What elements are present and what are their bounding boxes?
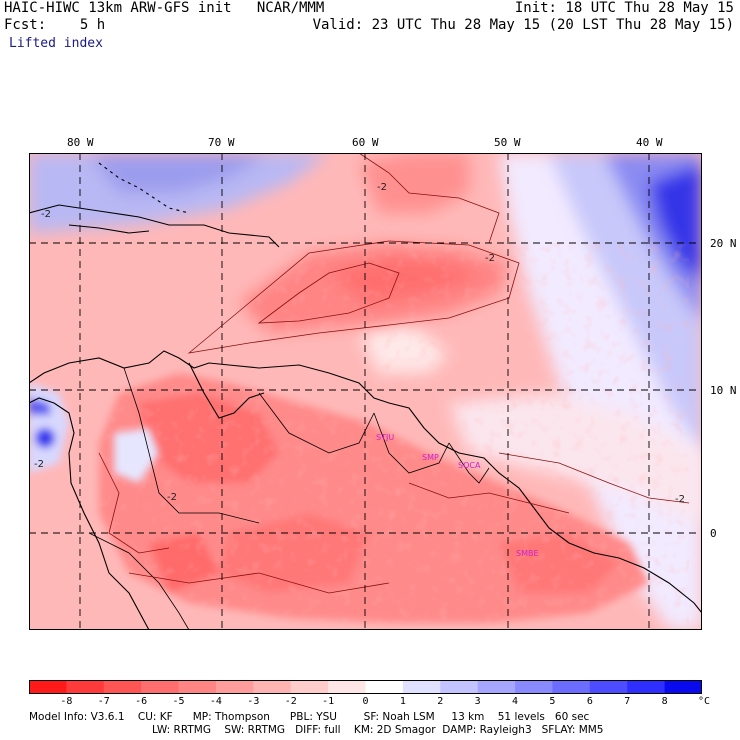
valid-time: Valid: 23 UTC Thu 28 May 15 (20 LST Thu … [312,17,734,33]
contour-label: -2 [167,492,177,503]
colorbar-tick-label: 5 [549,696,556,707]
colorbar-tick-label: 3 [474,696,481,707]
bahamas-coast [98,162,190,214]
border-guyana [373,412,450,474]
colorbar-cell [515,680,553,694]
coastlines [29,162,702,630]
colorbar-cell [66,680,105,694]
colorbar-cell [627,680,666,694]
colorbar-tick-label: -7 [97,696,110,707]
map-frame [29,153,702,630]
contour-line [187,240,520,354]
colorbar-tick-label: 7 [624,696,631,707]
border-colombia [123,367,260,524]
stable-air-northwest [29,153,329,233]
colorbar-tick-label: 4 [512,696,519,707]
contour-label: -2 [485,253,495,264]
colorbar-cell [103,680,142,694]
greater-antilles-coast [29,204,280,248]
lon-label-70w: 70 W [208,136,235,149]
contour-label: -2 [34,459,44,470]
lifted-index-map: -2 -2 -2 -2 -2 -2 STJU SMP SOCA SMBE [29,153,702,630]
country-borders [88,367,490,630]
colorbar-tick-label: -6 [135,696,148,707]
contour-line [498,452,690,504]
contour-lines [98,153,690,594]
colorbar-tick-label: -5 [172,696,185,707]
colorbar-cell [215,680,254,694]
colorbar-tick-label: 6 [586,696,593,707]
contour-label: -2 [675,494,685,505]
colorbar-cell [290,680,329,694]
jamaica-coast [68,224,150,234]
init-time: Init: 18 UTC Thu 28 May 15 [514,0,734,16]
colorbar-tick-label: 1 [399,696,406,707]
station-smbe[interactable]: SMBE [516,549,539,558]
contour-line [408,482,570,514]
colorbar-tick-label: -3 [247,696,260,707]
colorbar-tick-label: -4 [209,696,222,707]
lat-label-20n: 20 N [710,237,737,250]
colorbar-cell [365,680,404,694]
colorbar-cell [253,680,292,694]
south-america-coast [29,350,702,614]
colorbar-tick-label: 2 [437,696,444,707]
contour-line [257,262,400,324]
border-peru [88,532,190,630]
border-suriname [448,442,490,484]
colorbar-cell [589,680,628,694]
lat-lon-grid [29,153,702,630]
colorbar-cell [477,680,516,694]
colorbar-cell [29,680,67,694]
contour-line [98,452,170,554]
colorbar-cell [141,680,180,694]
border-venezuela [258,392,375,454]
colorbar-tick-label: 0 [362,696,369,707]
colorbar-cell [178,680,217,694]
contour-line [358,153,500,244]
colorbar-tick-label: -8 [60,696,73,707]
colorbar-cell [402,680,441,694]
colorbar [29,680,702,694]
lon-label-50w: 50 W [494,136,521,149]
model-title: HAIC-HIWC 13km ARW-GFS init NCAR/MMM [4,0,325,16]
station-stju[interactable]: STJU [376,433,394,442]
colorbar-unit: °C [697,696,711,707]
convective-texture [89,243,689,630]
colorbar-cell [328,680,366,694]
contour-label: -2 [41,209,51,220]
pacific-stable-area [29,383,159,483]
station-smp[interactable]: SMP [422,453,439,462]
lat-label-10n: 10 N [710,384,737,397]
colorbar-tick-label: -1 [322,696,335,707]
contour-label: -2 [377,182,387,193]
colorbar-tick-label: -2 [284,696,297,707]
model-info-line-1: Model Info: V3.6.1 CU: KF MP: Thompson P… [29,711,590,723]
lat-label-equator: 0 [710,527,717,540]
colorbar-cell [552,680,591,694]
pacific-coast [29,397,150,630]
colorbar-frame [29,680,702,694]
lon-label-80w: 80 W [67,136,94,149]
contour-line [128,572,390,594]
lake-maracaibo [188,362,265,419]
colorbar-tick-label: 8 [661,696,668,707]
lon-label-40w: 40 W [636,136,663,149]
colorbar-cell [440,680,479,694]
colorbar-cell [664,680,702,694]
lon-label-60w: 60 W [352,136,379,149]
model-info-line-2: LW: RRTMG SW: RRTMG DIFF: full KM: 2D Sm… [152,724,604,736]
forecast-hour: Fcst: 5 h [4,17,106,33]
station-soca[interactable]: SOCA [458,461,481,470]
field-name: Lifted index [9,36,103,51]
